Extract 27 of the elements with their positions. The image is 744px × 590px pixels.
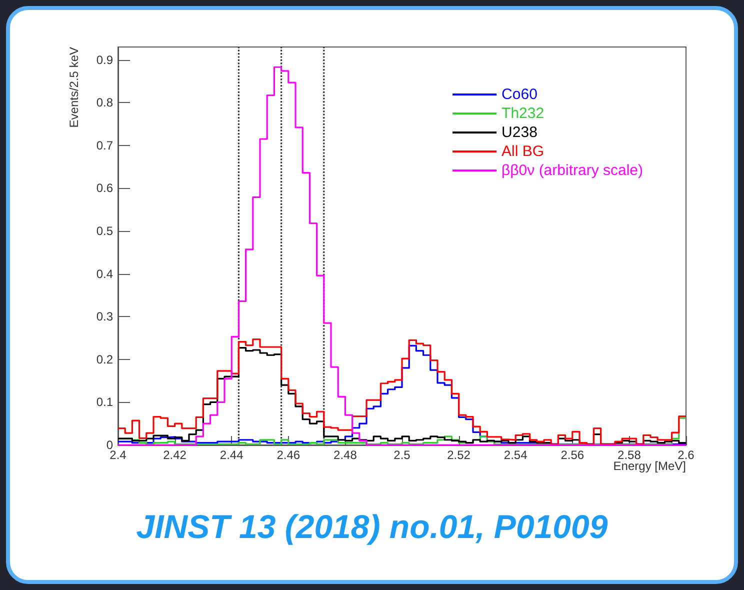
x-tick-label: 2.58 [618, 448, 642, 462]
y-axis-title: Events/2.5 keV [67, 47, 81, 128]
y-tick-label: 0.2 [96, 352, 114, 366]
y-tick-label: 0.9 [96, 52, 114, 67]
y-tick-label: 0.5 [96, 224, 114, 238]
legend-label: Co60 [502, 86, 538, 103]
legend-label: U238 [502, 124, 538, 141]
y-tick-label: 0.8 [96, 96, 114, 110]
text: JINST 13 (2018) no.01, P01009 [136, 508, 608, 545]
x-tick-label: 2.52 [447, 448, 471, 462]
x-tick-label: 2.6 [678, 448, 695, 462]
y-tick-label: 0.3 [96, 310, 114, 324]
x-tick-label: 2.56 [560, 448, 584, 462]
y-tick-label: 0.7 [96, 138, 114, 152]
y-tick-label: 0.4 [96, 266, 114, 281]
legend-label: All BG [502, 143, 544, 160]
x-tick-label: 2.44 [220, 448, 244, 462]
x-axis-title: Energy [MeV] [613, 459, 686, 473]
legend-label: Th232 [502, 105, 544, 122]
x-tick-label: 2.5 [394, 448, 411, 462]
y-tick-label: 0.1 [96, 395, 114, 410]
x-tick-label: 2.54 [504, 448, 528, 462]
x-tick-label: 2.48 [334, 448, 358, 462]
y-tick-label: 0.6 [96, 181, 114, 196]
x-tick-label: 2.46 [276, 448, 300, 462]
x-tick-label: 2.42 [163, 448, 187, 462]
legend-label: ββ0ν (arbitrary scale) [502, 162, 644, 179]
